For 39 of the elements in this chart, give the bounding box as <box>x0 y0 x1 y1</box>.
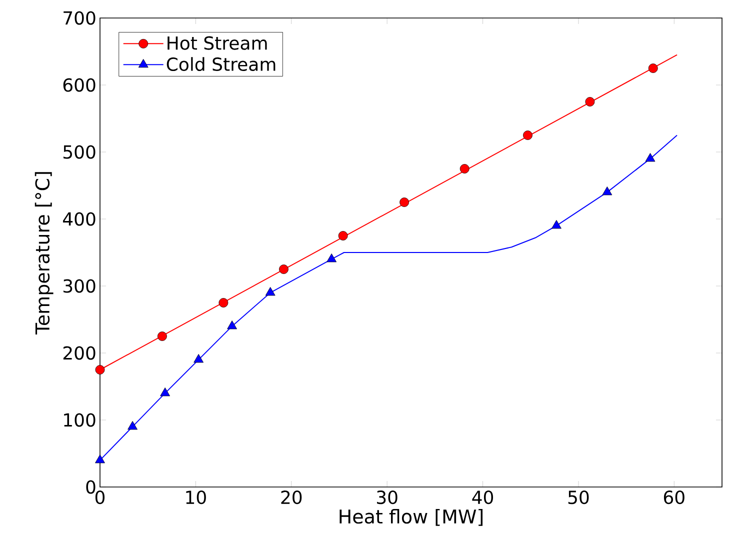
y-tick-label: 100 <box>64 413 96 427</box>
point <box>95 454 105 464</box>
x-tick-label: 0 <box>95 490 105 504</box>
x-axis-title: Heat flow [MW] <box>340 508 483 526</box>
x-tick-label: 60 <box>664 490 684 504</box>
point <box>338 231 348 240</box>
y-tick-label: 600 <box>63 78 96 92</box>
x-tick-label: 10 <box>186 490 206 504</box>
point <box>326 254 337 262</box>
point <box>551 220 562 229</box>
point <box>160 388 170 396</box>
x-tick-label: 20 <box>281 490 302 504</box>
y-tick-label: 400 <box>63 212 96 226</box>
y-tick-label: 0 <box>86 480 96 494</box>
point <box>400 198 410 207</box>
point <box>227 320 238 330</box>
point <box>128 421 138 430</box>
point <box>645 153 656 162</box>
point <box>585 97 595 106</box>
point <box>523 130 532 140</box>
y-tick-label: 200 <box>63 346 96 360</box>
legend-label: Hot Stream <box>168 36 267 50</box>
y-tick-label: 700 <box>64 11 96 25</box>
legend-label: Cold Stream <box>166 57 276 72</box>
y-axis-title: Temperature [°C] <box>34 172 54 335</box>
point <box>158 332 167 341</box>
x-tick-label: 50 <box>568 490 589 504</box>
point <box>460 164 470 174</box>
point <box>265 287 276 296</box>
point <box>602 186 612 196</box>
point <box>194 354 204 363</box>
point <box>648 64 658 73</box>
x-tick-label: 40 <box>472 490 494 504</box>
point <box>218 298 228 308</box>
y-tick-label: 500 <box>64 145 96 159</box>
y-tick-label: 300 <box>64 279 96 293</box>
point <box>279 264 288 274</box>
point <box>95 365 105 374</box>
x-tick-label: 30 <box>377 490 398 504</box>
